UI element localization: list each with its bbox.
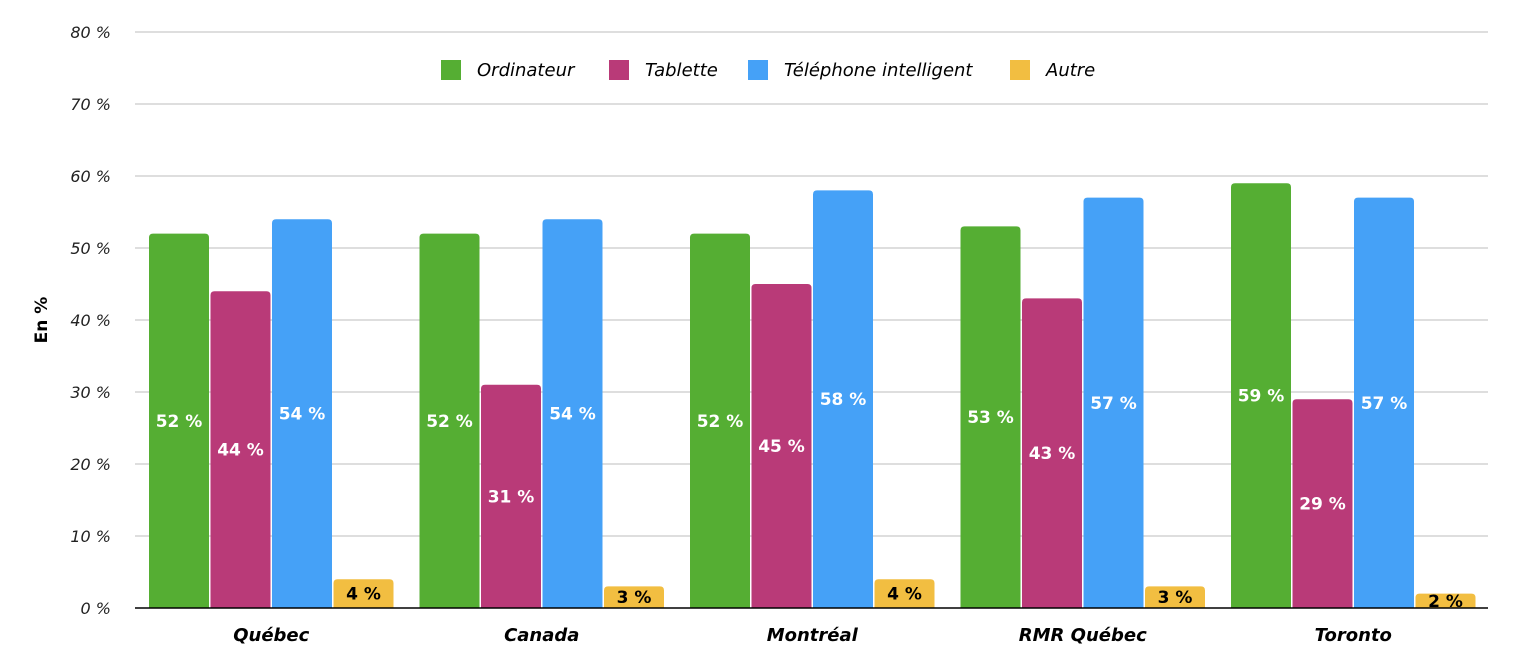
data-label: 54 % <box>279 405 326 425</box>
data-label: 57 % <box>1090 394 1137 414</box>
y-axis-title: En % <box>32 297 52 344</box>
y-tick-label: 0 % <box>81 599 111 618</box>
data-label: 54 % <box>549 405 596 425</box>
bar-autre <box>874 579 935 608</box>
x-category-label: Canada <box>504 625 579 646</box>
data-label: 52 % <box>156 412 203 432</box>
y-tick-label: 30 % <box>70 383 111 402</box>
bar-t-l-phone-intelligent <box>1083 197 1144 608</box>
y-axis-ticks: 0 % 10 % 20 % 30 % 40 % 50 % 60 % 70 % 80 % <box>70 23 111 618</box>
data-label: 31 % <box>488 487 535 507</box>
data-label: 59 % <box>1238 387 1285 407</box>
x-category-label: Toronto <box>1315 625 1392 646</box>
legend: Ordinateur Tablette Téléphone intelligent A… <box>441 60 1095 81</box>
bar-autre <box>1415 593 1476 608</box>
bar-autre <box>1145 586 1205 608</box>
y-tick-label: 60 % <box>70 167 111 186</box>
legend-label: Autre <box>1045 60 1095 81</box>
bar-t-l-phone-intelligent <box>542 219 603 608</box>
x-category-label: RMR Québec <box>1019 625 1147 646</box>
legend-label: Tablette <box>645 60 718 81</box>
bar-t-l-phone-intelligent <box>813 190 873 608</box>
bars <box>149 183 1476 608</box>
bar-ordinateur <box>1231 183 1291 608</box>
x-axis-categories: Québec Canada Montréal RMR Québec Toronto <box>233 625 1392 646</box>
legend-swatch <box>441 60 461 80</box>
data-label: 52 % <box>426 412 473 432</box>
bar-ordinateur <box>149 233 209 608</box>
data-label: 45 % <box>758 437 805 457</box>
data-label: 3 % <box>617 588 652 608</box>
legend-swatch <box>609 60 629 80</box>
bar-autre <box>333 579 394 608</box>
y-tick-label: 50 % <box>70 239 111 258</box>
data-label: 44 % <box>217 441 264 461</box>
y-tick-label: 70 % <box>70 95 111 114</box>
bar-ordinateur <box>419 233 480 608</box>
legend-swatch <box>1010 60 1030 80</box>
y-tick-label: 10 % <box>70 527 111 546</box>
y-tick-label: 20 % <box>70 455 111 474</box>
legend-label: Ordinateur <box>477 60 576 81</box>
bar-tablette <box>1022 298 1082 608</box>
data-labels: 52 % 44 % 54 % 4 % 52 % 31 % 54 % 3 % 52 % 45 % 58… <box>156 387 1463 612</box>
bar-tablette <box>210 291 271 608</box>
data-label: 3 % <box>1158 588 1193 608</box>
data-label: 53 % <box>967 408 1014 428</box>
y-tick-label: 40 % <box>70 311 111 330</box>
legend-swatch <box>748 60 768 80</box>
data-label: 52 % <box>697 412 744 432</box>
x-category-label: Québec <box>233 625 309 646</box>
data-label: 43 % <box>1029 444 1076 464</box>
data-label: 4 % <box>346 585 381 605</box>
bar-autre <box>604 586 664 608</box>
y-tick-label: 80 % <box>70 23 111 42</box>
legend-label: Téléphone intelligent <box>784 60 973 81</box>
data-label: 58 % <box>820 390 867 410</box>
bar-tablette <box>1292 399 1353 608</box>
data-label: 29 % <box>1299 495 1346 515</box>
data-label: 2 % <box>1428 592 1463 612</box>
bar-ordinateur <box>960 226 1021 608</box>
bar-t-l-phone-intelligent <box>272 219 332 608</box>
data-label: 57 % <box>1361 394 1408 414</box>
bar-ordinateur <box>690 233 750 608</box>
x-category-label: Montréal <box>767 625 859 646</box>
bar-tablette <box>481 384 541 608</box>
bar-t-l-phone-intelligent <box>1354 197 1414 608</box>
bar-tablette <box>751 284 812 608</box>
data-label: 4 % <box>887 585 922 605</box>
